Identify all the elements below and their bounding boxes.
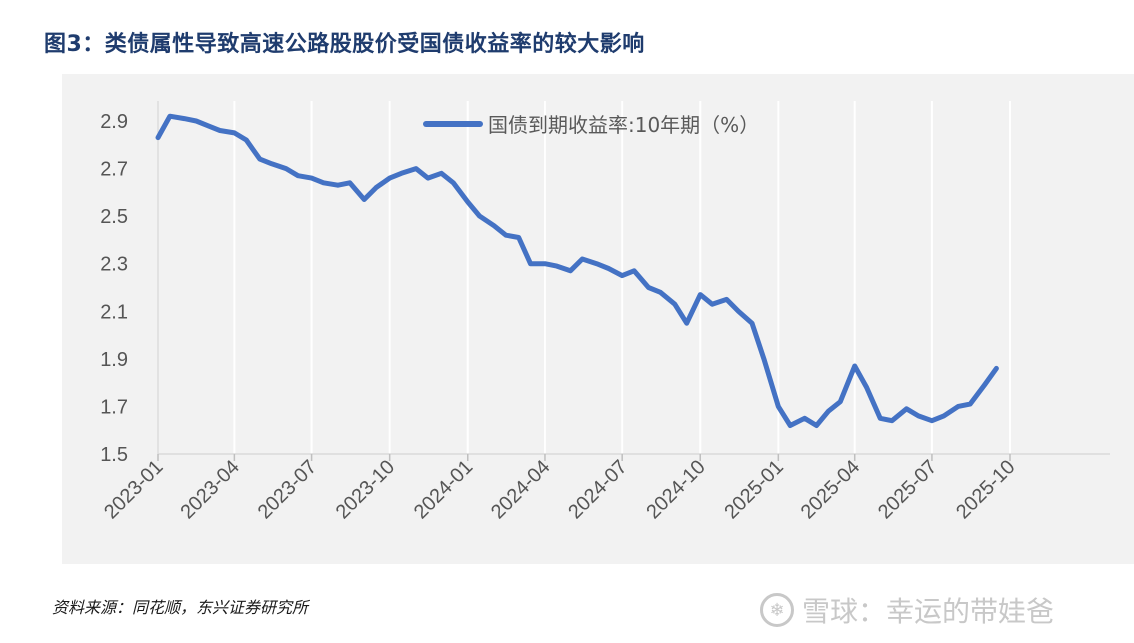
legend-label: 国债到期收益率:10年期（%） [488,113,759,137]
x-tick-label: 2025-10 [952,456,1019,523]
watermark-text: 雪球：幸运的带娃爸 [802,595,1055,628]
series-line-10y-yield [155,113,999,428]
chart-panel: 2.9 2.7 2.5 2.3 2.1 1.9 1.7 1.5 2023-01 2023-04 20… [62,74,1134,564]
y-tick-label: 1.5 [100,444,128,466]
y-tick-label: 1.9 [100,349,128,371]
x-tick-label: 2023-07 [254,456,321,523]
x-tick-label: 2023-04 [176,456,243,523]
x-tick-label: 2023-10 [332,456,399,523]
x-tick-label: 2024-10 [642,456,709,523]
y-tick-label: 2.7 [100,159,128,181]
y-tick-label: 2.3 [100,254,128,276]
snowball-logo-icon: ❄ [760,593,794,627]
x-tick-label: 2025-07 [874,456,941,523]
watermark: ❄ 雪球：幸运的带娃爸 [760,590,1054,630]
figure-title: 图3：类债属性导致高速公路股股价受国债收益率的较大影响 [44,32,645,57]
source-note: 资料来源：同花顺，东兴证券研究所 [52,598,309,617]
y-tick-label: 2.9 [100,111,128,133]
x-tick-label: 2023-01 [100,456,167,523]
x-tick-label: 2024-04 [487,456,554,523]
y-tick-label: 2.5 [100,206,128,228]
x-tick-label: 2025-04 [797,456,864,523]
x-tick-label: 2024-07 [564,456,631,523]
x-tick-label: 2025-01 [720,456,787,523]
y-tick-label: 2.1 [100,301,128,323]
y-tick-label: 1.7 [100,396,128,418]
x-tick-label: 2024-01 [410,456,477,523]
